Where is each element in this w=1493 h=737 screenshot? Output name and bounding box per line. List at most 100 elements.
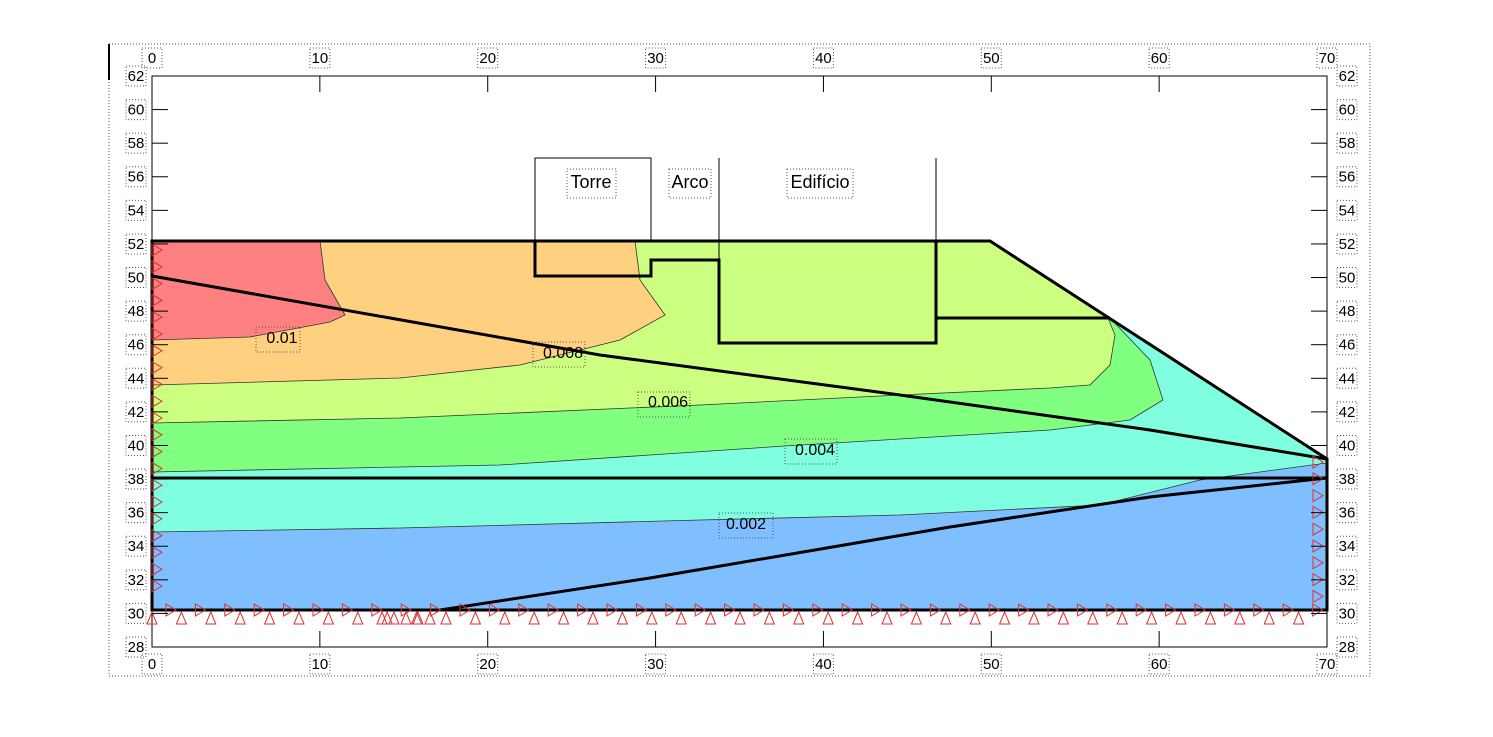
x-tick-label: 30 xyxy=(647,50,664,67)
tick-label-box xyxy=(309,47,331,69)
y-tick-label: 40 xyxy=(1339,437,1356,454)
bc-arrow xyxy=(1312,455,1324,469)
bc-arrow xyxy=(283,603,295,617)
bc-arrow xyxy=(459,603,471,617)
bc-triangle xyxy=(263,610,276,625)
tick-label-box xyxy=(812,47,834,69)
bc-triangle xyxy=(1145,610,1158,625)
bc-triangle xyxy=(440,610,452,625)
tick-label-box xyxy=(141,653,163,675)
fill-band xyxy=(152,241,345,340)
y-tick-label: 42 xyxy=(128,404,145,421)
bc-arrow xyxy=(371,603,383,617)
tick-label-box xyxy=(125,300,147,322)
bc-arrow xyxy=(1253,603,1265,617)
tick-label-box xyxy=(125,267,147,289)
bc-arrow xyxy=(430,603,442,617)
bc-arrow xyxy=(341,603,354,617)
bc-arrow xyxy=(151,411,163,425)
tick-label-box xyxy=(645,47,667,69)
bc-triangle xyxy=(400,610,412,625)
tick-label-box xyxy=(980,47,1002,69)
contour-label: 0.008 xyxy=(543,345,583,362)
bc-triangle xyxy=(940,610,952,625)
x-tick-label: 50 xyxy=(983,656,1000,673)
bc-arrow xyxy=(151,427,163,442)
bc-arrow xyxy=(151,444,163,459)
bc-triangle xyxy=(704,610,717,625)
tick-label-box xyxy=(125,132,147,154)
x-tick-label: 60 xyxy=(1151,656,1168,673)
tick-label-box xyxy=(125,166,147,188)
x-tick-label: 60 xyxy=(1151,50,1168,67)
bc-arrow xyxy=(151,545,163,560)
tick-label-box xyxy=(125,99,147,121)
tick-label-box xyxy=(125,636,147,658)
bc-arrow xyxy=(151,243,163,257)
bc-arrow xyxy=(1194,603,1206,617)
bc-arrow xyxy=(1312,555,1324,570)
bc-triangle xyxy=(1292,610,1305,625)
tick-label-box xyxy=(1336,334,1358,356)
bc-triangle xyxy=(1057,610,1070,625)
tick-label-box xyxy=(1336,199,1358,221)
region-label: Edifício xyxy=(790,172,849,192)
bc-triangle xyxy=(146,610,158,625)
contour-fills xyxy=(152,241,1327,610)
bc-arrow xyxy=(1106,603,1118,617)
y-tick-label: 60 xyxy=(1339,102,1356,119)
contour-label: 0.006 xyxy=(648,394,688,411)
bc-arrow xyxy=(841,603,854,617)
contour-label: 0.01 xyxy=(266,330,297,347)
y-tick-label: 52 xyxy=(128,236,145,253)
y-tick-label: 32 xyxy=(1339,572,1356,589)
tick-label-box xyxy=(1336,535,1358,557)
tick-label-box xyxy=(1336,636,1358,658)
bc-arrow xyxy=(782,603,795,617)
y-tick-label: 48 xyxy=(128,303,145,320)
bc-arrow xyxy=(151,276,163,291)
tick-label-box xyxy=(125,468,147,490)
bc-arrow xyxy=(1018,603,1030,617)
y-tick-label: 30 xyxy=(1339,605,1356,622)
tick-label-box xyxy=(1148,653,1170,675)
bc-triangle xyxy=(587,610,599,625)
tick-label-box xyxy=(1336,166,1358,188)
tick-label-box xyxy=(1316,653,1338,675)
x-tick-label: 10 xyxy=(312,50,329,67)
bc-triangle xyxy=(412,610,424,625)
bc-triangle xyxy=(424,610,436,625)
tick-label-box xyxy=(125,334,147,356)
bc-arrow xyxy=(929,603,942,617)
y-tick-label: 38 xyxy=(1339,471,1356,488)
tick-label-box xyxy=(1336,401,1358,423)
y-tick-label: 28 xyxy=(128,639,145,656)
bc-triangle xyxy=(352,610,364,625)
bc-arrow xyxy=(224,603,236,617)
tick-label-box xyxy=(477,47,499,69)
bc-triangle xyxy=(528,610,540,625)
tick-label-box xyxy=(1336,569,1358,591)
bc-triangle xyxy=(205,610,217,625)
bc-triangle xyxy=(822,610,834,625)
bc-triangle xyxy=(557,610,570,625)
bc-arrow xyxy=(577,603,589,617)
region-label: Torre xyxy=(570,172,611,192)
x-tick-label: 50 xyxy=(983,50,1000,67)
bc-arrow xyxy=(151,343,163,358)
tick-label-box xyxy=(1336,602,1358,624)
bc-arrow xyxy=(1312,522,1324,537)
bc-triangle xyxy=(234,610,246,625)
tick-label-box xyxy=(812,653,834,675)
y-tick-label: 28 xyxy=(1339,639,1356,656)
bc-arrow xyxy=(635,603,648,617)
bc-arrow xyxy=(151,377,163,392)
bc-arrow xyxy=(151,259,163,274)
tick-label-box xyxy=(1316,47,1338,69)
y-tick-label: 46 xyxy=(1339,337,1356,354)
bc-arrow xyxy=(253,603,266,617)
tick-label-box xyxy=(645,653,667,675)
bc-arrow xyxy=(1223,603,1236,617)
y-tick-label: 42 xyxy=(1339,404,1356,421)
